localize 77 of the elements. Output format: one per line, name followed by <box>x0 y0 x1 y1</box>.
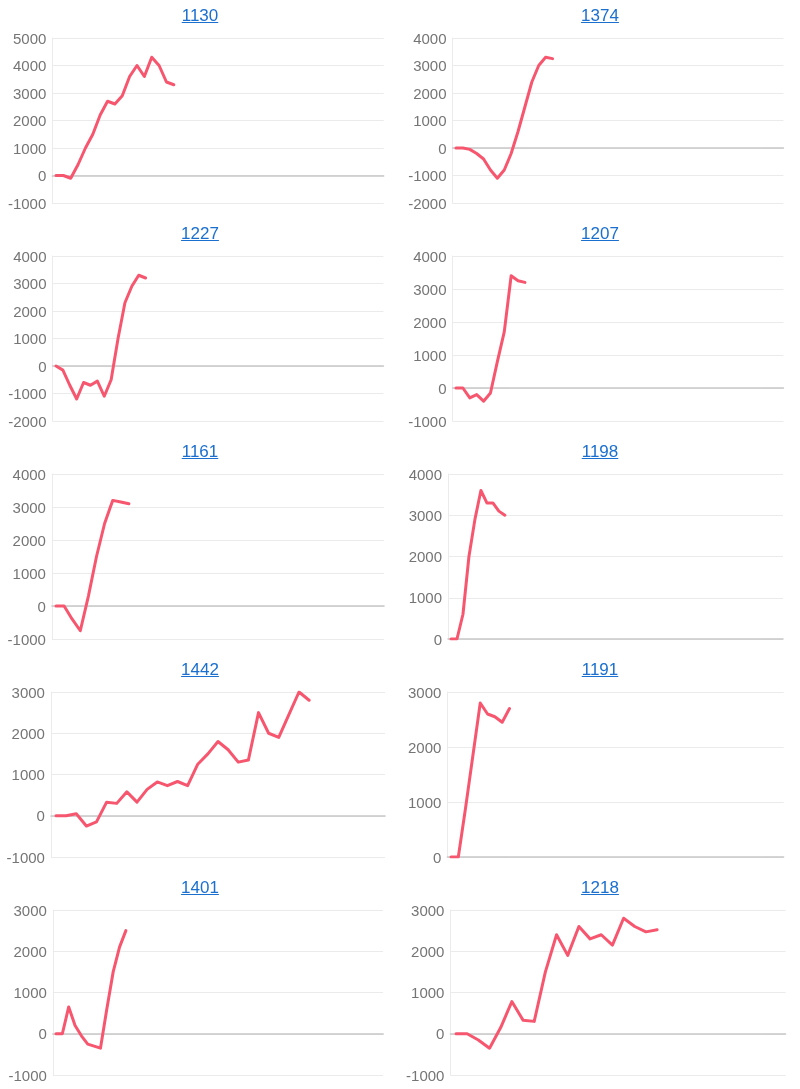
y-tick-label: 2000 <box>411 942 445 960</box>
y-tick-label: 1000 <box>13 330 47 347</box>
chart-title: 1191 <box>580 660 620 680</box>
y-tick-label: -1000 <box>408 167 447 184</box>
y-tick-label: 3000 <box>13 275 47 292</box>
chart-title: 1198 <box>580 442 620 462</box>
y-tick-label: 0 <box>438 379 447 397</box>
y-tick-label: 3000 <box>407 683 442 701</box>
y-tick-label: -1000 <box>406 1066 445 1084</box>
y-tick-label: 2000 <box>413 84 447 102</box>
y-tick-label: 4000 <box>12 465 46 483</box>
chart-title: 1442 <box>180 660 220 680</box>
y-tick-label: 0 <box>438 139 447 157</box>
y-tick-label: 0 <box>433 630 443 648</box>
y-tick-label: 1000 <box>11 766 45 783</box>
y-tick-label: -1000 <box>6 848 45 866</box>
line-series <box>54 690 311 828</box>
y-tick-label: 0 <box>38 1025 47 1043</box>
y-tick-label: 1000 <box>12 139 47 157</box>
line-series <box>54 929 128 1050</box>
y-tick-label: 3000 <box>12 84 47 102</box>
y-tick-label: 2000 <box>407 738 442 756</box>
chart-title: 1207 <box>580 224 620 244</box>
y-tick-label: -1000 <box>408 412 447 430</box>
y-tick-label: 3000 <box>413 57 447 74</box>
y-tick-label: 0 <box>433 848 442 866</box>
y-tick-label: 2000 <box>13 302 47 320</box>
y-tick-label: 0 <box>37 597 46 615</box>
y-tick-label: 1000 <box>407 793 442 811</box>
line-series <box>454 274 527 403</box>
y-tick-label: 3000 <box>11 683 45 701</box>
chart-title: 1374 <box>580 6 620 26</box>
y-tick-label: 3000 <box>12 498 46 516</box>
y-tick-label: 2000 <box>13 942 47 960</box>
y-tick-label: -1000 <box>7 194 47 212</box>
y-tick-label: 2000 <box>12 531 46 549</box>
y-tick-label: 1000 <box>413 346 447 364</box>
line-series <box>454 55 555 180</box>
y-tick-label: 1000 <box>411 984 445 1001</box>
y-tick-label: 1000 <box>13 984 47 1001</box>
line-series <box>54 498 131 633</box>
y-tick-label: 4000 <box>12 57 47 74</box>
chart-title: 1161 <box>180 442 220 462</box>
chart-title: 1227 <box>180 224 220 244</box>
line-series <box>54 55 176 180</box>
y-tick-label: 1000 <box>413 112 447 129</box>
y-tick-label: 4000 <box>13 247 47 265</box>
y-tick-label: 4000 <box>413 247 447 265</box>
chart-title: 1401 <box>180 878 220 898</box>
y-tick-label: 2000 <box>413 313 447 331</box>
y-tick-label: -1000 <box>8 1066 47 1084</box>
y-tick-label: 1000 <box>12 564 46 582</box>
y-tick-label: -2000 <box>8 412 47 430</box>
y-tick-label: -1000 <box>7 630 46 648</box>
y-tick-label: -2000 <box>408 194 447 212</box>
y-tick-label: 1000 <box>408 589 443 607</box>
y-tick-label: 0 <box>36 807 45 825</box>
line-series <box>54 273 148 401</box>
y-tick-label: 5000 <box>12 29 47 47</box>
y-tick-label: 4000 <box>408 465 443 483</box>
y-tick-label: 2000 <box>11 724 45 742</box>
y-tick-label: 0 <box>436 1025 445 1043</box>
line-series <box>449 701 511 859</box>
y-tick-label: 3000 <box>411 901 445 919</box>
line-series <box>449 489 507 641</box>
y-tick-label: 3000 <box>13 901 47 919</box>
y-tick-label: 3000 <box>408 506 443 524</box>
y-tick-label: 3000 <box>413 280 447 298</box>
y-tick-label: -1000 <box>8 385 47 402</box>
y-tick-label: 2000 <box>12 112 47 129</box>
y-tick-label: 4000 <box>413 29 447 47</box>
y-tick-label: 0 <box>38 357 47 375</box>
chart-title: 1218 <box>580 878 620 898</box>
line-series <box>454 916 659 1050</box>
y-tick-label: 0 <box>37 167 47 184</box>
y-tick-label: 2000 <box>408 548 443 565</box>
chart-title: 1130 <box>180 6 220 26</box>
